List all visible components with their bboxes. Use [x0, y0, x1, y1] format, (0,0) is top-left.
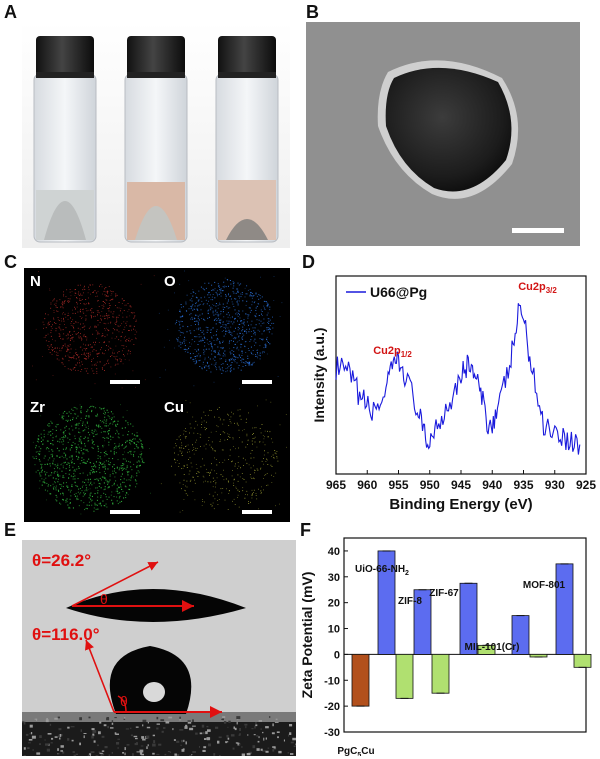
zeta-bar-label: UiO-66-NH2 [355, 564, 409, 577]
sphere-droplet [109, 646, 192, 714]
map-cu [160, 399, 287, 513]
xps-series-line [335, 303, 581, 455]
zeta-tick-label: -30 [324, 727, 340, 739]
zeta-bar [555, 563, 574, 655]
zeta-tick-label: -10 [324, 675, 340, 687]
angle-bottom-text: θ=116.0° [32, 625, 100, 644]
zeta-chart: -30 -20 -10 0 10 20 30 40 Zeta Potential (mV) PgC… [299, 537, 592, 756]
xps-tick-label: 935 [513, 478, 533, 492]
zeta-bar-label: PgC5Cu [337, 746, 374, 756]
zeta-tick-label: -20 [324, 701, 340, 713]
map-n [32, 271, 155, 389]
vial-2 [124, 36, 188, 243]
panel-label-f: F [300, 520, 311, 540]
map-label-cu: Cu [164, 399, 184, 416]
scale-bar-zr [110, 510, 140, 514]
panel-label-e: E [4, 520, 17, 540]
eds-maps: N O Zr Cu [24, 268, 290, 522]
panel-label-a: A [4, 2, 17, 22]
zeta-tick-label: 10 [328, 624, 340, 636]
xps-tick-label: 950 [420, 478, 440, 492]
xps-tick-label: 960 [357, 478, 377, 492]
xps-peak-label: Cu2p3/2 [518, 281, 557, 295]
zeta-bar [431, 654, 450, 694]
zeta-tick-label: 40 [328, 546, 340, 558]
theta-bottom: θ [120, 693, 128, 709]
scale-bar-b [512, 228, 564, 233]
vial-3 [215, 36, 279, 243]
zeta-plot-frame [343, 537, 587, 733]
zeta-bar-label: ZIF-8 [398, 596, 422, 607]
xps-plot-frame [335, 275, 587, 475]
map-label-o: O [164, 273, 176, 290]
zeta-bar [395, 654, 414, 699]
zeta-tick-label: 20 [328, 598, 340, 610]
zeta-y-axis-label: Zeta Potential (mV) [299, 572, 315, 699]
xps-tick-label: 930 [545, 478, 565, 492]
theta-top: θ [100, 591, 108, 607]
contact-angle-photo: θ θ=26.2° θ θ=116.0° [22, 540, 296, 756]
xps-tick-label: 955 [388, 478, 408, 492]
zeta-bar-label: MIL-101(Cr) [464, 642, 519, 653]
scale-bar-cu [242, 510, 272, 514]
xps-tick-label: 925 [576, 478, 596, 492]
zeta-bar [573, 654, 592, 668]
zeta-bar-label: MOF-801 [523, 580, 566, 591]
xps-tick-label: 965 [326, 478, 346, 492]
map-label-zr: Zr [30, 399, 45, 416]
xps-legend-label: U66@Pg [370, 284, 427, 300]
zeta-bar [351, 654, 370, 707]
xps-peak-label: Cu2p1/2 [373, 345, 412, 359]
zeta-bar-label: ZIF-67 [429, 588, 459, 599]
tem-image [306, 22, 580, 246]
vials-photo [22, 22, 290, 248]
panel-label-b: B [306, 2, 319, 22]
zeta-tick-label: 30 [328, 572, 340, 584]
scale-bar-n [110, 380, 140, 384]
xps-y-axis-label: Intensity (a.u.) [311, 328, 327, 423]
panel-label-c: C [4, 252, 17, 272]
xps-x-axis-label: Binding Energy (eV) [389, 496, 532, 513]
map-zr [32, 398, 151, 515]
vial-1 [33, 36, 97, 243]
map-label-n: N [30, 273, 41, 290]
xps-chart: 965 960 955 950 945 940 935 930 925 Binding Energ… [311, 275, 596, 513]
scale-bar-o [242, 380, 272, 384]
zeta-tick-label: 0 [334, 649, 340, 661]
map-o [158, 270, 283, 390]
xps-tick-label: 940 [482, 478, 502, 492]
angle-top-text: θ=26.2° [32, 551, 91, 570]
xps-tick-label: 945 [451, 478, 471, 492]
panel-label-d: D [302, 252, 315, 272]
